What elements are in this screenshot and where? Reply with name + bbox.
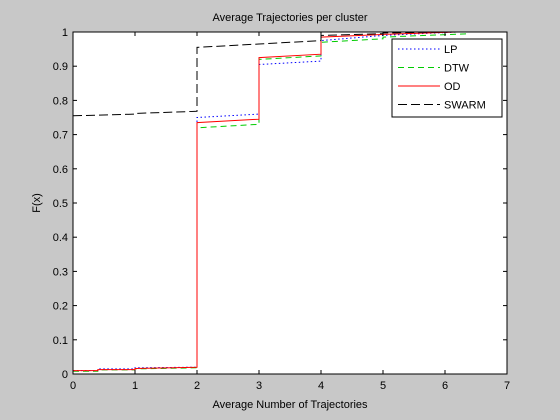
x-tick-label: 3 [256,380,262,392]
x-tick-label: 7 [504,380,510,392]
x-tick-label: 0 [70,380,76,392]
y-tick-label: 0.9 [53,61,68,73]
y-tick-label: 0.7 [53,130,68,142]
legend-label-lp: LP [444,44,457,56]
legend-label-swarm: SWARM [444,100,486,112]
y-axis-title: F(x) [31,193,43,213]
legend: LP DTW OD SWARM [391,38,503,118]
y-tick-label: 1 [62,27,68,39]
x-tick-label: 4 [318,380,324,392]
y-tick-label: 0.4 [53,232,68,244]
y-tick-label: 0.8 [53,95,68,107]
x-tick-label: 1 [132,380,138,392]
ticks-layer: 0 1 2 3 4 5 6 7 0 0.1 0.2 0.3 0.4 0.5 0.6 0.7 0.8 0.9 1 [53,27,510,392]
y-tick-label: 0.1 [53,335,68,347]
chart-title: Average Trajectories per cluster [212,12,367,24]
series-line-lp [73,31,458,372]
x-tick-label: 6 [442,380,448,392]
y-tick-label: 0.3 [53,266,68,278]
y-tick-label: 0.6 [53,164,68,176]
x-axis-title: Average Number of Trajectories [212,399,368,411]
legend-box [391,38,503,118]
y-tick-label: 0.2 [53,301,68,313]
y-tick-label: 0.5 [53,198,68,210]
y-tick-label: 0 [62,369,68,381]
legend-label-od: OD [444,81,461,93]
x-tick-label: 5 [380,380,386,392]
legend-label-dtw: DTW [444,63,470,75]
x-tick-label: 2 [194,380,200,392]
